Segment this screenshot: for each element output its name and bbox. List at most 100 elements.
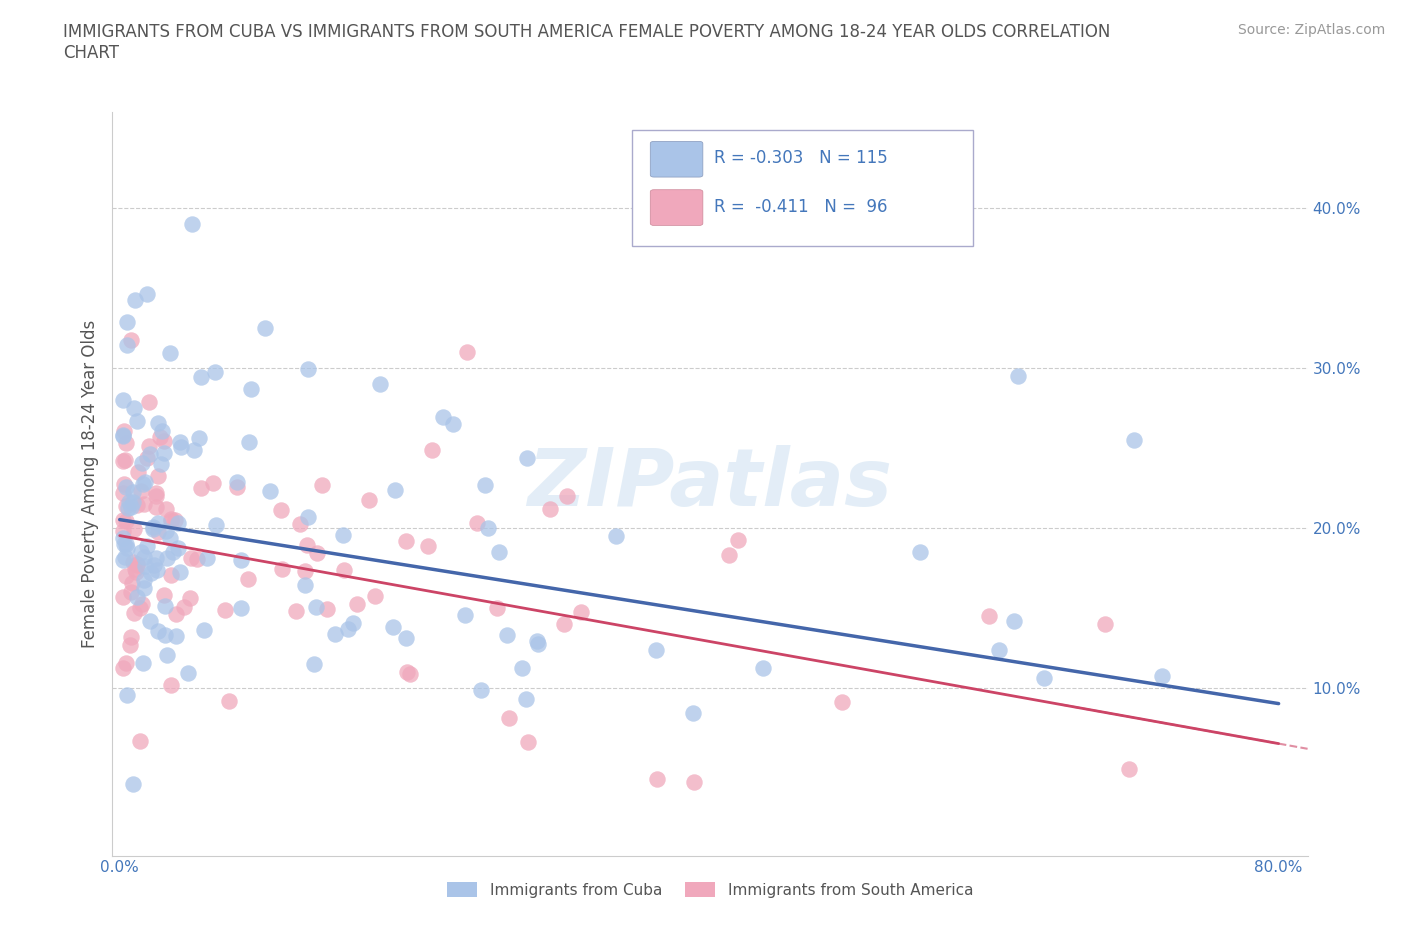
Point (124, 562, 146, 577)
Point (605, 528, 627, 543)
Point (717, 548, 740, 563)
Point (307, 546, 329, 561)
Point (122, 605, 145, 620)
Point (1002, 614, 1025, 629)
Point (420, 443, 443, 458)
Point (112, 454, 135, 469)
Point (148, 623, 170, 638)
Point (153, 628, 176, 643)
Point (173, 600, 195, 615)
Point (131, 656, 153, 671)
Point (259, 484, 281, 498)
Point (333, 563, 356, 578)
Point (226, 479, 249, 494)
Point (114, 452, 136, 467)
Point (115, 513, 138, 528)
Text: R =  -0.411   N =  96: R = -0.411 N = 96 (714, 198, 887, 216)
Point (183, 442, 205, 457)
Point (125, 565, 148, 579)
Point (129, 545, 152, 560)
Point (294, 578, 316, 592)
Point (364, 588, 387, 603)
Point (129, 601, 152, 616)
Point (752, 660, 775, 675)
Point (153, 434, 176, 449)
Point (159, 513, 181, 528)
Point (526, 633, 548, 648)
Point (290, 516, 312, 531)
Point (142, 522, 165, 537)
Point (155, 524, 177, 538)
Point (515, 691, 537, 706)
Point (134, 558, 156, 573)
Text: R = -0.303   N = 115: R = -0.303 N = 115 (714, 150, 887, 167)
Point (131, 596, 153, 611)
Point (120, 630, 142, 644)
Point (1094, 617, 1116, 631)
Point (146, 515, 169, 530)
Point (152, 588, 174, 603)
Point (395, 665, 418, 680)
Point (202, 476, 225, 491)
Point (138, 394, 160, 409)
Point (150, 423, 173, 438)
Point (295, 538, 318, 552)
Point (218, 694, 240, 709)
Point (977, 608, 1000, 623)
Point (141, 519, 163, 534)
FancyBboxPatch shape (633, 130, 973, 246)
Point (498, 711, 520, 725)
Point (112, 476, 135, 491)
Point (170, 440, 193, 455)
Point (131, 455, 153, 470)
Point (159, 346, 181, 361)
Point (139, 614, 162, 629)
Point (253, 320, 276, 335)
Point (177, 666, 200, 681)
Point (115, 655, 138, 670)
Point (114, 479, 136, 494)
Point (302, 657, 325, 671)
Point (146, 416, 169, 431)
Point (115, 537, 138, 551)
Point (111, 429, 134, 444)
Point (111, 485, 134, 500)
Point (115, 315, 138, 330)
Point (831, 695, 853, 710)
Point (305, 599, 328, 614)
Point (167, 515, 190, 530)
Point (1122, 432, 1144, 447)
Point (145, 488, 167, 503)
Point (131, 484, 153, 498)
Point (114, 498, 136, 513)
Point (153, 445, 176, 460)
Point (169, 435, 191, 450)
Point (395, 534, 418, 549)
Text: Source: ZipAtlas.com: Source: ZipAtlas.com (1237, 23, 1385, 37)
Point (485, 600, 508, 615)
Point (555, 488, 578, 503)
Point (122, 400, 145, 415)
Point (146, 469, 169, 484)
Point (239, 381, 262, 396)
Point (179, 591, 201, 605)
Point (135, 286, 157, 301)
Point (159, 677, 181, 692)
Point (111, 512, 134, 527)
Point (145, 499, 167, 514)
Point (399, 666, 422, 681)
Point (315, 601, 337, 616)
Point (117, 687, 139, 702)
Point (527, 637, 550, 652)
Point (111, 530, 134, 545)
Point (516, 450, 538, 465)
Point (1118, 761, 1140, 776)
Point (346, 596, 368, 611)
Point (118, 637, 141, 652)
Point (124, 293, 146, 308)
Point (186, 552, 208, 567)
Point (516, 735, 538, 750)
Point (226, 474, 249, 489)
Y-axis label: Female Poverty Among 18-24 Year Olds: Female Poverty Among 18-24 Year Olds (80, 320, 98, 647)
Point (988, 643, 1011, 658)
